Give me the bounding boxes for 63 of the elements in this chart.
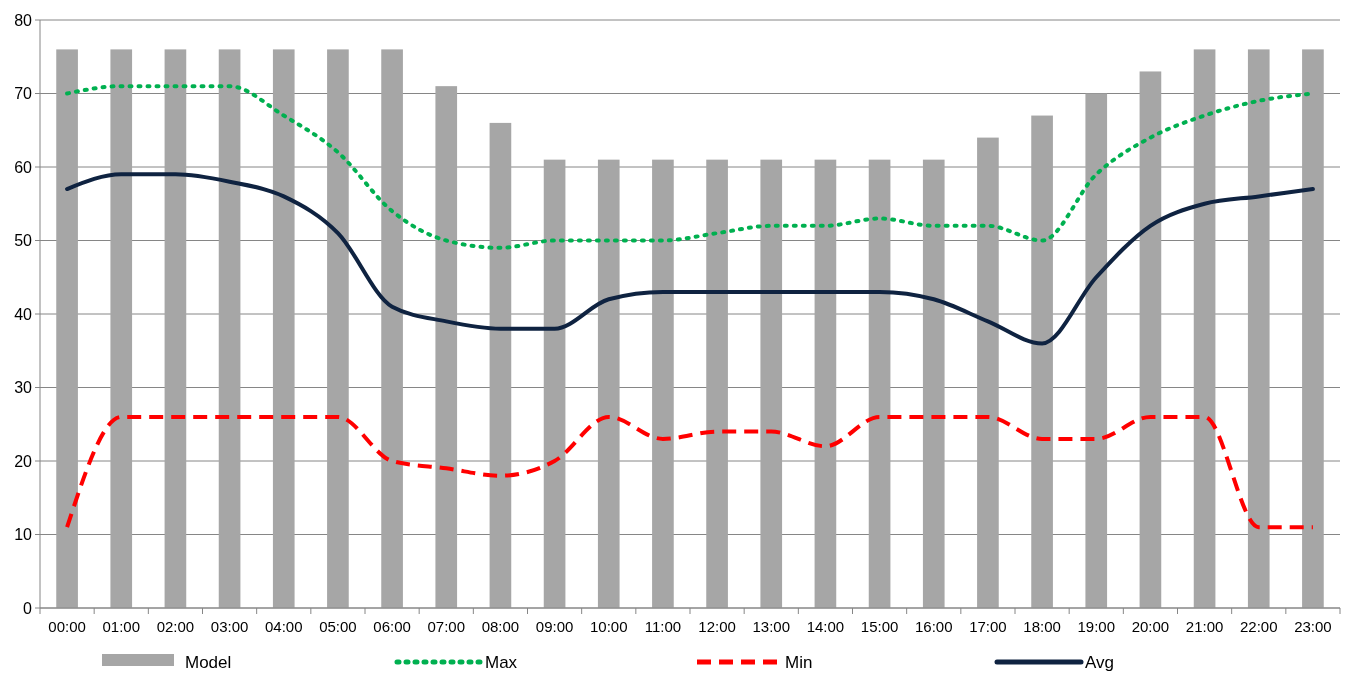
legend-label: Min	[785, 653, 813, 672]
bar	[922, 159, 945, 608]
x-tick-label: 11:00	[644, 618, 682, 635]
y-tick-label: 20	[14, 452, 33, 470]
bar	[381, 49, 403, 608]
x-tick-label: 10:00	[589, 618, 628, 635]
line-series	[65, 172, 1315, 346]
x-tick-label: 19:00	[1077, 618, 1116, 635]
x-tick-label: 22:00	[1239, 618, 1278, 635]
y-tick-label: 80	[14, 11, 33, 29]
bar	[164, 49, 187, 608]
y-tick-label: 50	[14, 232, 33, 250]
bar	[760, 159, 783, 608]
x-tick-label: 03:00	[210, 618, 249, 635]
x-tick-label: 00:00	[48, 618, 86, 635]
y-tick-label: 70	[14, 85, 33, 103]
bar	[1193, 49, 1216, 608]
bar	[327, 49, 349, 608]
y-tick-label: 60	[14, 158, 33, 176]
legend-label: Max	[485, 653, 518, 672]
y-tick-label: 10	[14, 526, 33, 544]
x-tick-label: 07:00	[427, 618, 466, 635]
y-tick-label: 0	[23, 599, 33, 617]
y-tick-label: 40	[14, 305, 33, 323]
bar	[543, 159, 566, 608]
bar	[435, 86, 458, 608]
bar	[489, 122, 512, 608]
line-series	[65, 414, 1315, 530]
bar	[1247, 49, 1270, 608]
bar	[706, 159, 728, 608]
bar	[218, 49, 241, 608]
x-tick-label: 20:00	[1131, 618, 1170, 635]
x-tick-label: 05:00	[319, 618, 357, 635]
bar	[1139, 71, 1162, 608]
bar	[868, 159, 891, 608]
bar	[652, 159, 674, 608]
x-tick-label: 01:00	[102, 618, 141, 635]
x-tick-label: 13:00	[752, 618, 791, 635]
legend-label: Avg	[1085, 653, 1114, 672]
bar	[1302, 49, 1324, 608]
bar	[1085, 93, 1108, 608]
legend-label: Model	[185, 653, 232, 672]
x-tick-label: 09:00	[535, 618, 574, 635]
x-tick-label: 18:00	[1023, 618, 1061, 635]
x-tick-label: 08:00	[481, 618, 520, 635]
x-tick-label: 04:00	[264, 618, 303, 635]
x-tick-label: 17:00	[969, 618, 1007, 635]
bar	[272, 49, 295, 608]
bar	[56, 49, 78, 608]
x-tick-label: 02:00	[156, 618, 195, 635]
x-tick-label: 21:00	[1185, 618, 1224, 635]
x-tick-label: 23:00	[1294, 618, 1332, 635]
bar	[597, 159, 620, 608]
bar	[110, 49, 133, 608]
y-tick-label: 30	[14, 379, 33, 397]
x-tick-label: 15:00	[860, 618, 899, 635]
x-tick-label: 06:00	[373, 618, 411, 635]
x-tick-label: 16:00	[914, 618, 953, 635]
bar	[1031, 115, 1053, 608]
x-tick-label: 12:00	[698, 618, 736, 635]
x-tick-label: 14:00	[806, 618, 845, 635]
bar	[814, 159, 837, 608]
bar	[977, 137, 999, 608]
